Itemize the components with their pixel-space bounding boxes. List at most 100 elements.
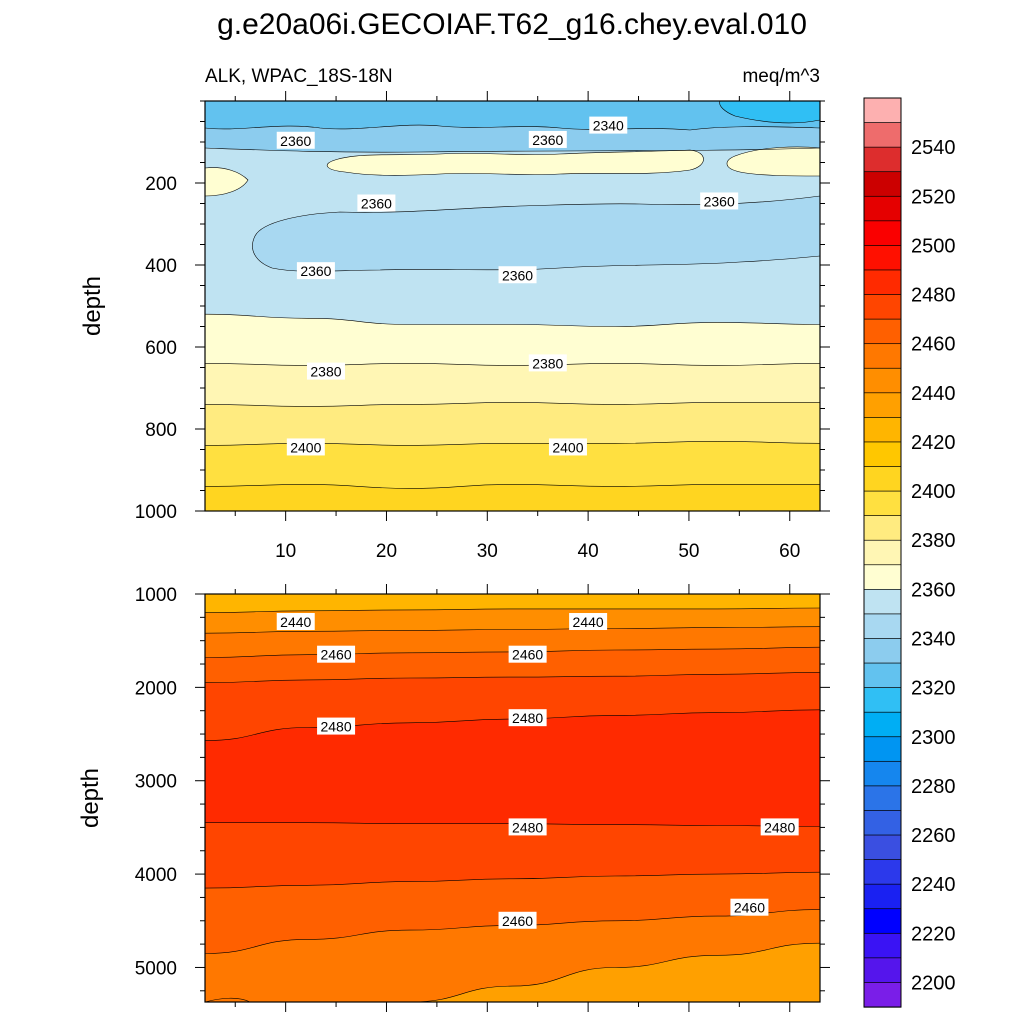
upper-contour-label: 2380 [306, 362, 345, 380]
upper-contour-label: 2380 [528, 354, 567, 372]
lower-contour-label: 2440 [569, 613, 608, 631]
colorbar-swatch [863, 982, 902, 1008]
colorbar-swatch [863, 269, 902, 296]
lower-contour-label-text: 2460 [320, 647, 351, 663]
upper-contour-line-2390 [205, 402, 820, 407]
colorbar-tick-label: 2420 [911, 432, 956, 454]
upper-x-tick-label: 30 [477, 541, 498, 562]
upper-contour-label: 2400 [548, 438, 587, 456]
lower-contour-label: 2480 [508, 818, 547, 836]
upper-contour-label-text: 2360 [361, 196, 392, 212]
upper-contour-label: 2360 [296, 262, 335, 280]
lower-y-tick-label: 2000 [135, 678, 177, 699]
colorbar-tick-label: 2540 [911, 137, 956, 159]
colorbar-swatch [863, 318, 902, 345]
lower-contour-label-text: 2460 [512, 647, 543, 663]
upper-surface-strong-cyan-patch [719, 101, 820, 123]
upper-y-axis-ticks: 200 400 600 800 1000 [135, 100, 830, 523]
colorbar-tick-label: 2360 [911, 579, 956, 601]
colorbar-swatch [863, 785, 902, 812]
upper-y-tick-label: 400 [145, 256, 177, 277]
upper-contour-label-text: 2380 [532, 355, 563, 371]
colorbar-swatch [863, 957, 902, 984]
colorbar-swatch [863, 171, 902, 197]
colorbar-swatch [863, 539, 902, 566]
upper-contour-label: 2360 [357, 194, 396, 212]
lower-contour-labels: 2440 2440 2460 2460 2480 2480 2480 2480 2460 2460 [276, 613, 799, 929]
upper-x-tick-label: 60 [779, 541, 800, 562]
lower-panel: 2440 2440 2460 2460 2480 2480 2480 2480 2460 2460… [77, 584, 830, 1012]
upper-contour-label: 2360 [528, 130, 567, 148]
upper-y-tick-label: 800 [145, 420, 177, 441]
upper-x-tick-label: 10 [275, 541, 296, 562]
upper-cream-patch-west [205, 167, 248, 196]
colorbar-swatch [863, 859, 902, 885]
colorbar-swatch [863, 613, 902, 640]
lower-contour-label-text: 2480 [320, 719, 351, 735]
upper-cream-patch-central [327, 150, 704, 176]
lower-contour-label-text: 2480 [512, 710, 543, 726]
colorbar-swatch [863, 343, 902, 369]
colorbar-tick-label: 2480 [911, 285, 956, 307]
colorbar-tick-label: 2520 [911, 186, 956, 208]
lower-contour-label-text: 2440 [280, 614, 311, 630]
lower-contour-label: 2460 [498, 911, 537, 929]
upper-blue-tongue [252, 196, 820, 272]
upper-contour-surface-wiggle [205, 124, 820, 131]
colorbar-tick-label: 2240 [911, 874, 956, 896]
colorbar-swatch [863, 932, 902, 959]
upper-contour-label: 2340 [589, 116, 628, 134]
lower-contour-line-8 [205, 942, 820, 1002]
colorbar-swatch [863, 810, 902, 836]
colorbar-swatch [863, 834, 902, 861]
upper-contour-cream-west [205, 167, 249, 197]
upper-x-tick-label: 50 [678, 541, 699, 562]
upper-contour-label-text: 2360 [532, 132, 563, 148]
colorbar-swatch [863, 441, 902, 468]
upper-y-tick-label: 600 [145, 338, 177, 359]
upper-y-tick-label: 200 [145, 174, 177, 195]
upper-x-tick-label: 20 [376, 541, 397, 562]
upper-contour-strong-cyan [719, 101, 820, 124]
lower-contour-label: 2480 [760, 818, 799, 836]
lower-y-axis-label: depth [77, 768, 104, 828]
colorbar-tick-label: 2220 [911, 923, 956, 945]
lower-bands [205, 594, 820, 1002]
upper-contour-label-text: 2400 [552, 439, 583, 455]
upper-contour-label-text: 2360 [502, 267, 533, 283]
colorbar-swatch [863, 245, 902, 271]
upper-contour-labels: 2360 2360 2340 2360 2360 2360 2360 2380 2380 2400… [276, 116, 739, 456]
subtitle-left: ALK, WPAC_18S-18N [205, 66, 393, 87]
colorbar-swatch [863, 417, 902, 443]
upper-contour-line-2370 [205, 313, 820, 327]
upper-contour-line-2410 [205, 484, 820, 489]
lower-band-8 [205, 943, 820, 1002]
lower-contour-line-0 [205, 607, 820, 613]
upper-cream-patch-east [726, 146, 820, 176]
upper-contour-label-text: 2380 [310, 364, 341, 380]
lower-y-tick-label: 1000 [135, 585, 177, 606]
upper-x-tick-label: 40 [578, 541, 599, 562]
colorbar-swatch [863, 195, 902, 222]
lower-contour-label: 2480 [508, 709, 547, 727]
lower-contour-bottom-west-curl [205, 997, 251, 1002]
lower-fills [205, 594, 820, 1002]
upper-x-axis-ticks: 10 20 30 40 50 60 [234, 91, 800, 562]
upper-y-axis-label: depth [79, 276, 106, 336]
colorbar-swatch [863, 220, 902, 247]
upper-contour-label: 2360 [700, 192, 739, 210]
lower-contour-label: 2460 [317, 645, 356, 663]
upper-contour-tongue [252, 195, 820, 272]
colorbar-swatch [863, 588, 902, 615]
lower-y-tick-label: 5000 [135, 958, 177, 979]
lower-contour-label: 2460 [508, 645, 547, 663]
colorbar-swatch [863, 122, 902, 148]
colorbar: 2200 2220 2240 2260 2280 2300 2320 2340 2360 2380… [863, 97, 956, 1008]
lower-contour-line-1 [205, 626, 820, 634]
upper-surface-cyan-band [205, 101, 820, 130]
lower-x-axis-ticks [234, 584, 791, 1012]
lower-contour-label: 2460 [730, 898, 769, 916]
lower-contour-label: 2480 [317, 717, 356, 735]
colorbar-swatch [863, 146, 902, 173]
